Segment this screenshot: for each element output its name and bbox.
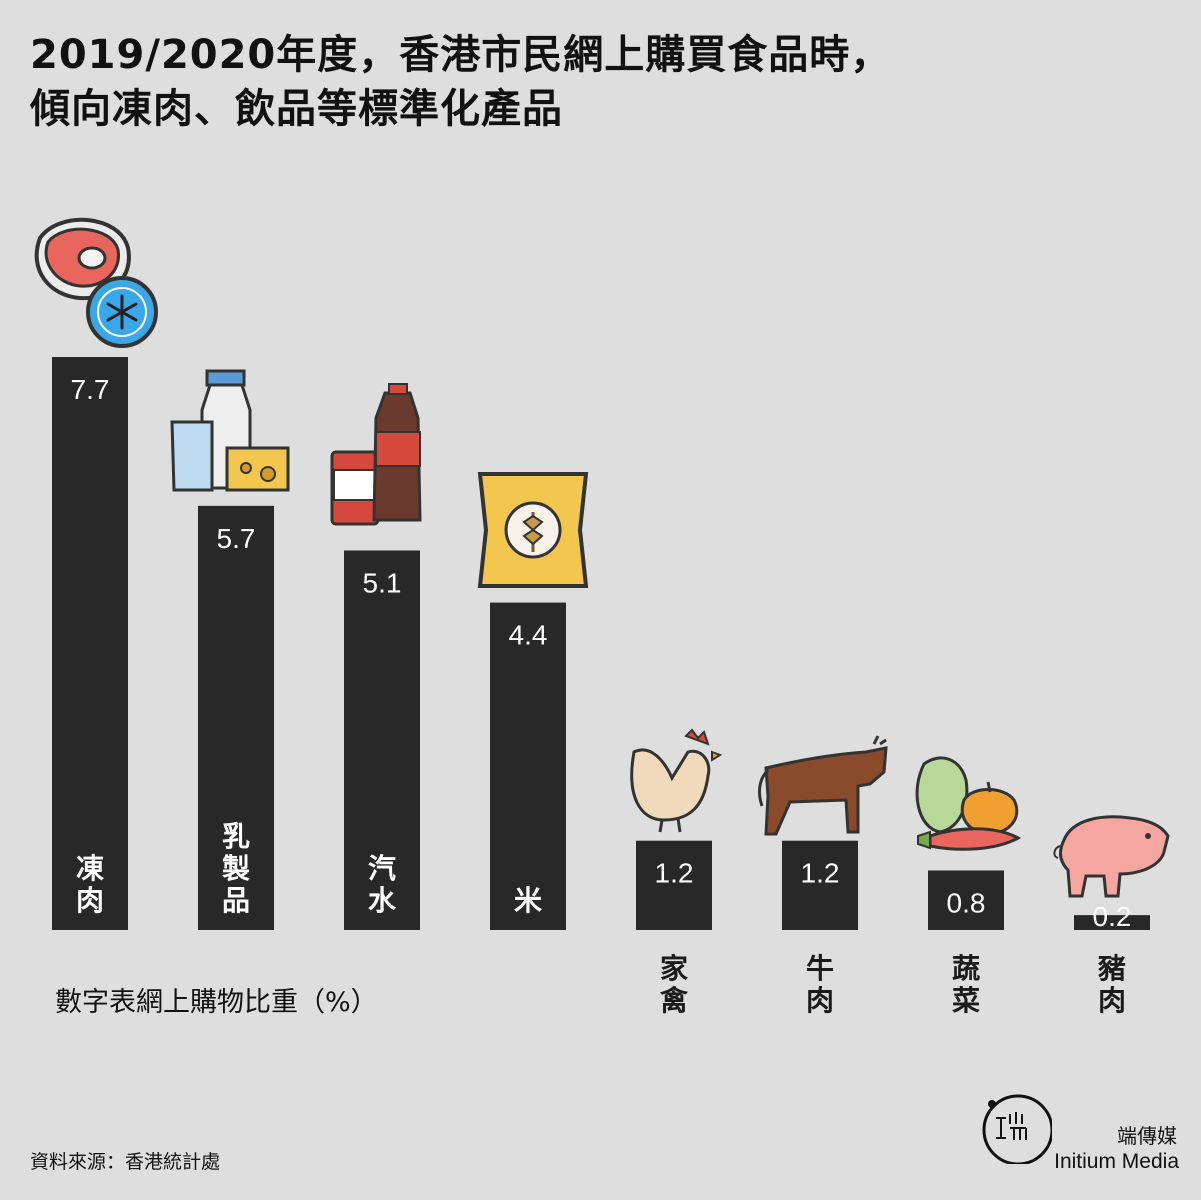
source-note: 資料來源：香港統計處 [30,1151,221,1173]
pig-icon [1053,815,1170,898]
bar-3 [344,550,420,930]
value-label-5: 1.2 [655,858,694,889]
value-label-8: 0.2 [1093,901,1132,932]
soda-icon [330,383,422,526]
bar-1 [52,357,128,930]
chicken-icon [630,728,723,833]
category-label-5: 家禽 [659,952,689,1017]
category-label-3: 汽水 [368,852,397,917]
cow-icon [758,735,888,836]
value-label-4: 4.4 [509,620,548,651]
bar-7 [928,870,1004,930]
chart-title: 2019/2020年度，香港市民網上購買食品時， 傾向凍肉、飲品等標準化產品 [30,32,892,132]
dairy-icon [170,369,290,492]
rice-bag-icon [477,472,589,588]
bar-6 [782,840,858,930]
category-label-2: 乳製品 [222,820,250,917]
bar-5 [636,840,712,930]
value-label-7: 0.8 [947,887,986,918]
value-label-6: 1.2 [801,858,840,889]
category-label-7: 蔬菜 [952,952,980,1017]
bar-8 [1074,915,1150,930]
bar-4 [490,602,566,930]
brand-name-cn: 端傳媒 [1117,1124,1177,1148]
value-label-2: 5.7 [217,523,256,554]
value-label-1: 7.7 [71,374,110,405]
value-label-3: 5.1 [363,567,402,598]
vegetable-icon [915,756,1022,851]
frozen-meat-icon [34,217,158,348]
category-label-8: 豬肉 [1097,952,1126,1017]
category-label-1: 凍肉 [76,852,104,917]
bar-2 [198,505,274,930]
brand-name-en: Initium Media [1054,1150,1179,1173]
unit-note: 數字表網上購物比重（%） [55,987,378,1018]
category-label-4: 米 [514,884,542,917]
initium-logo [982,1094,1052,1164]
category-label-6: 牛肉 [806,952,834,1017]
